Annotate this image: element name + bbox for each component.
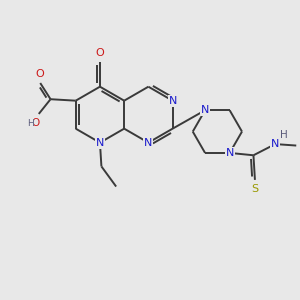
Text: N: N — [144, 138, 153, 148]
Text: N: N — [168, 96, 177, 106]
Text: H: H — [280, 130, 287, 140]
Text: S: S — [251, 184, 259, 194]
Text: O: O — [32, 118, 40, 128]
Text: N: N — [96, 138, 104, 148]
Text: N: N — [201, 105, 209, 115]
Text: N: N — [226, 148, 234, 158]
Text: O: O — [35, 69, 44, 79]
Text: H: H — [27, 119, 34, 128]
Text: O: O — [96, 48, 104, 58]
Text: N: N — [271, 139, 280, 149]
